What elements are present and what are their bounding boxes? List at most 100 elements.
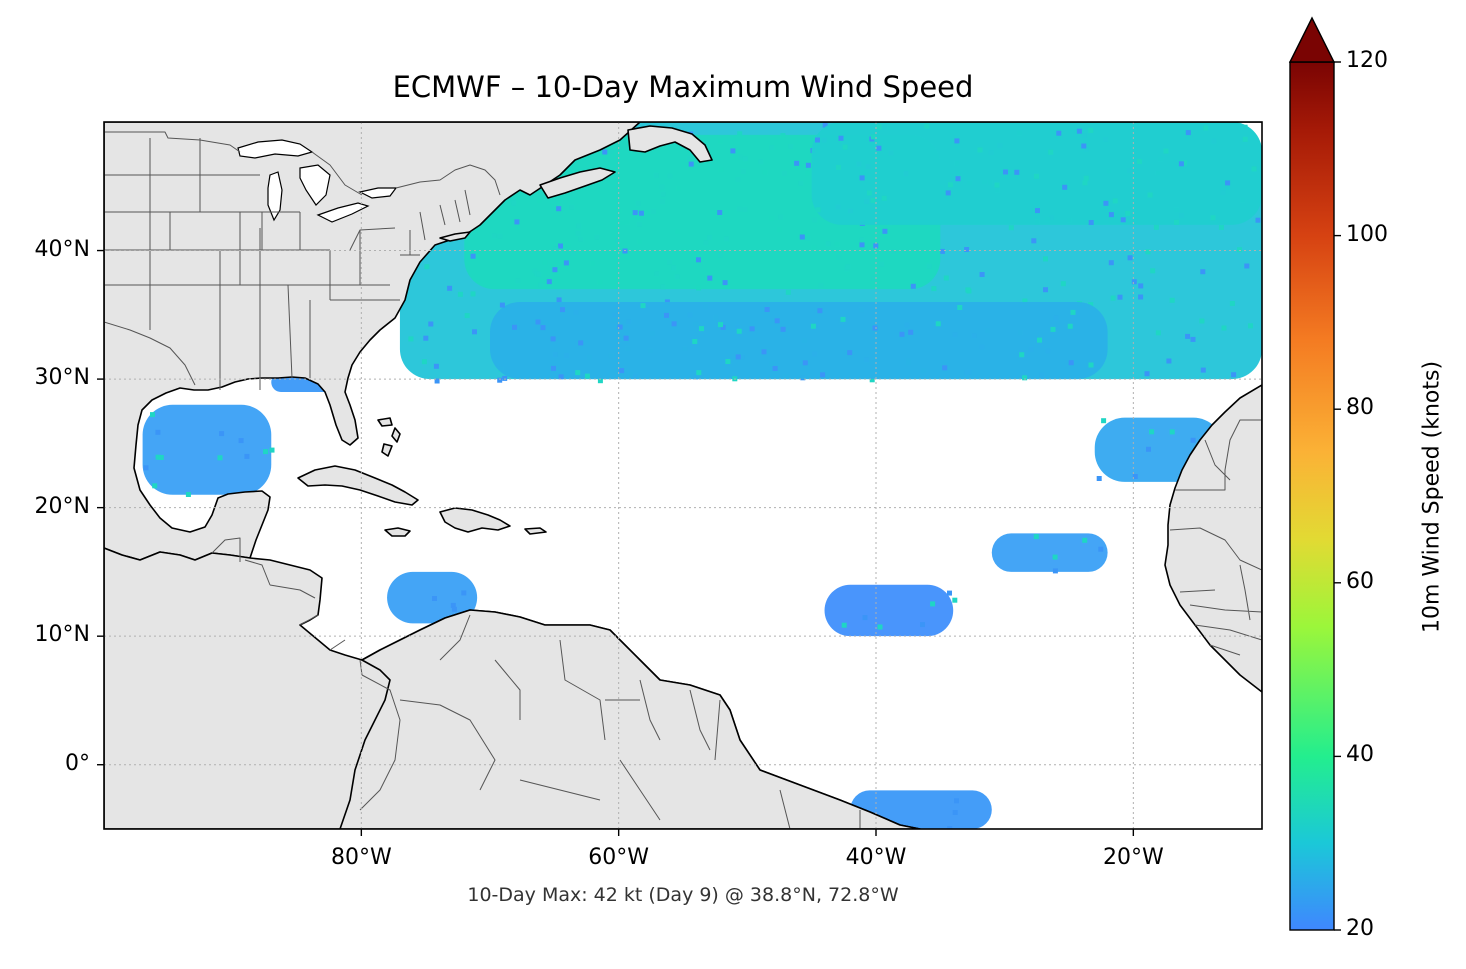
lon-tick-label: 40°W xyxy=(845,845,907,870)
wind-cell xyxy=(686,156,692,161)
wind-cell xyxy=(859,175,865,181)
wind-region xyxy=(811,122,1262,225)
wind-cell xyxy=(1108,212,1114,218)
wind-cell xyxy=(1022,375,1028,381)
wind-cell xyxy=(558,243,563,249)
wind-cell xyxy=(1082,537,1088,543)
wind-cell xyxy=(930,601,936,607)
wind-cell xyxy=(725,359,731,364)
wind-cell xyxy=(1144,371,1150,377)
wind-cell xyxy=(1251,166,1257,172)
wind-cell xyxy=(696,370,702,376)
colorbar-ticks xyxy=(1334,61,1341,931)
wind-cell xyxy=(1166,358,1172,364)
wind-cell xyxy=(736,328,742,334)
wind-cell xyxy=(1062,184,1068,190)
wind-cell xyxy=(553,246,559,252)
wind-cell xyxy=(859,242,865,248)
lon-tick-label: 60°W xyxy=(588,845,650,870)
colorbar-extend-arrow xyxy=(1288,16,1336,63)
wind-cell xyxy=(1210,215,1216,221)
wind-cell xyxy=(263,449,269,455)
wind-cell xyxy=(1174,219,1179,225)
wind-cell xyxy=(671,321,677,327)
wind-cell xyxy=(815,207,821,213)
wind-cell xyxy=(862,615,868,621)
wind-cell xyxy=(717,210,723,215)
wind-cell xyxy=(954,798,959,804)
wind-region xyxy=(991,533,1108,574)
wind-cell xyxy=(805,162,811,168)
wind-cell xyxy=(1043,287,1048,293)
land-layer xyxy=(104,122,1262,829)
wind-cell xyxy=(1182,160,1187,166)
wind-cell xyxy=(870,197,876,203)
us-mexico-border xyxy=(104,321,196,386)
wind-cell xyxy=(512,324,517,330)
gridlines xyxy=(104,122,1262,829)
wind-cell xyxy=(432,596,437,601)
colorbar-title: 10m Wind Speed (knots) xyxy=(1419,360,1445,634)
wind-cell xyxy=(1127,255,1133,261)
wind-cell xyxy=(457,291,463,297)
wind-cell xyxy=(1031,238,1037,244)
wind-cell xyxy=(805,235,811,241)
wind-cell xyxy=(877,624,883,630)
wind-cell xyxy=(957,305,963,310)
wind-cell xyxy=(158,455,164,460)
wind-cell xyxy=(881,195,887,201)
wind-cell xyxy=(1155,330,1161,336)
wind-cell xyxy=(825,241,831,247)
wind-cell xyxy=(798,180,804,186)
wind-cell xyxy=(540,325,546,331)
wind-cell xyxy=(952,810,958,815)
lake-erie xyxy=(316,202,370,223)
lat-tick-label: 40°N xyxy=(34,236,90,262)
wind-cell xyxy=(1255,217,1261,223)
wind-cell xyxy=(788,143,794,149)
wind-cell xyxy=(602,149,608,155)
wind-cell xyxy=(1088,220,1094,225)
wind-cell xyxy=(185,492,191,497)
wind-cell xyxy=(954,138,960,144)
wind-cell xyxy=(421,359,427,365)
wind-cell xyxy=(615,238,621,244)
lon-tick-label: 80°W xyxy=(330,845,392,870)
wind-cell xyxy=(840,316,846,322)
lake-huron xyxy=(299,164,331,206)
wind-cell xyxy=(939,248,945,254)
wind-cell xyxy=(428,321,434,327)
colorbar-tick-label: 40 xyxy=(1346,742,1374,768)
wind-cell xyxy=(817,308,823,314)
wind-cell xyxy=(749,326,755,332)
south-america-land xyxy=(339,609,921,829)
wind-cell xyxy=(1125,211,1131,216)
north-america-land xyxy=(104,122,1262,561)
wind-region xyxy=(490,301,1108,383)
wind-cell xyxy=(730,148,736,154)
wind-cell xyxy=(871,276,877,282)
wind-cell xyxy=(1169,297,1175,303)
wind-cell xyxy=(802,360,808,366)
wind-cell xyxy=(556,297,562,303)
wind-cell xyxy=(575,370,581,376)
wind-cell xyxy=(780,326,786,332)
wind-cell xyxy=(842,144,848,150)
wind-cell xyxy=(578,340,584,346)
wind-cell xyxy=(869,377,875,383)
wind-cell xyxy=(876,145,882,151)
lake-superior xyxy=(237,139,314,159)
wind-cell xyxy=(794,160,800,166)
wind-cell xyxy=(1088,128,1094,133)
wind-cell xyxy=(552,267,558,273)
wind-cell xyxy=(723,236,729,242)
wind-cell xyxy=(836,164,841,170)
wind-cell xyxy=(977,147,983,153)
us-state-borders xyxy=(104,138,471,390)
wind-cell xyxy=(570,251,576,257)
jamaica-land xyxy=(384,527,411,537)
long-island-land xyxy=(439,231,471,242)
wind-cell xyxy=(799,234,805,240)
wind-cell xyxy=(1200,367,1206,373)
lat-tick-label: 20°N xyxy=(34,493,90,519)
